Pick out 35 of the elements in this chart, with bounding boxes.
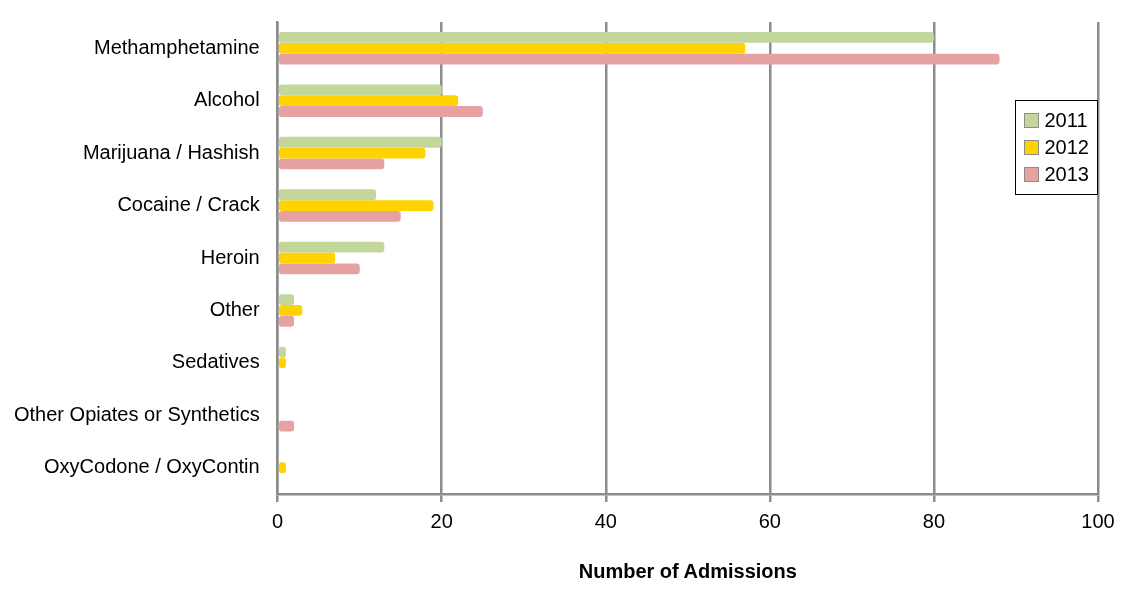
y-tick-label: Alcohol — [194, 88, 260, 111]
bar — [278, 95, 459, 107]
legend-label: 2012 — [1044, 136, 1089, 159]
y-tick-label: Other — [209, 297, 260, 320]
bar — [278, 252, 336, 264]
y-tick-label: Sedatives — [171, 350, 260, 373]
y-tick-label: Other Opiates or Synthetics — [13, 402, 260, 425]
x-tick-label: 20 — [430, 509, 453, 532]
bar — [278, 200, 434, 211]
bar — [278, 263, 360, 275]
x-axis-title: Number of Admissions — [578, 559, 797, 582]
legend-label: 2011 — [1044, 109, 1088, 132]
bar — [278, 147, 426, 159]
bar — [278, 31, 934, 43]
x-tick-label: 100 — [1081, 509, 1115, 532]
y-tick-label: Cocaine / Crack — [117, 193, 261, 216]
bar — [278, 42, 746, 54]
y-tick-label: Methamphetamine — [94, 35, 260, 58]
legend-label: 2013 — [1044, 163, 1089, 186]
bar — [278, 53, 1000, 65]
bar — [278, 241, 385, 253]
bar — [278, 136, 442, 148]
bar — [278, 210, 401, 222]
x-tick-label: 40 — [594, 509, 617, 532]
x-tick-label: 0 — [272, 509, 284, 532]
bar — [278, 84, 442, 96]
x-tick-label: 80 — [922, 509, 946, 532]
bar — [278, 305, 303, 316]
y-tick-label: Heroin — [200, 245, 260, 268]
bar — [278, 106, 483, 117]
bar — [278, 189, 377, 201]
y-tick-label: Marijuana / Hashish — [82, 140, 260, 163]
y-tick-label: OxyCodone / OxyContin — [44, 455, 260, 478]
bar — [278, 158, 385, 170]
x-tick-label: 60 — [758, 509, 781, 532]
